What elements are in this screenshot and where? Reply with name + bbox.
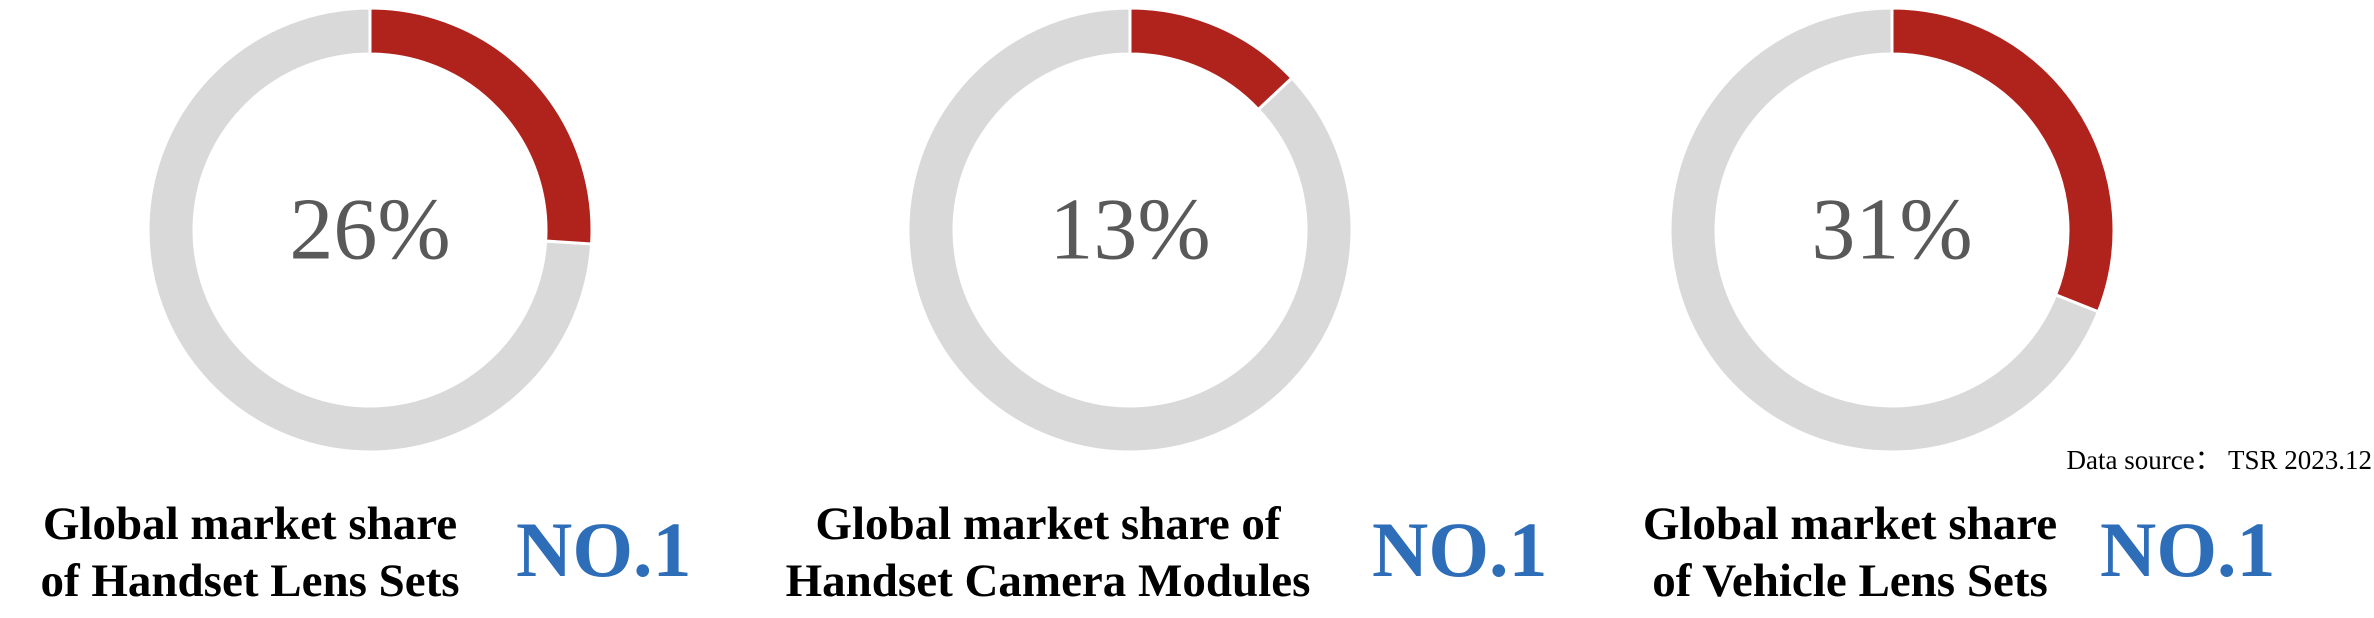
rank-label: NO.1 — [516, 506, 692, 593]
donut-share-slice — [1128, 6, 1294, 112]
caption-line: Global market share — [42, 498, 458, 550]
donut-remainder-slice — [906, 6, 1354, 454]
share-percent-label: 31% — [1811, 182, 1972, 279]
rank-label: NO.1 — [1372, 506, 1548, 593]
share-percent-label: 26% — [289, 182, 450, 279]
caption-line: of Vehicle Lens Sets — [1652, 555, 2048, 607]
donut-chart-handset-camera-modules: 13% — [906, 6, 1354, 454]
chart-caption: Global market share of Handset Lens Sets — [20, 496, 480, 610]
donut-chart-handset-lens-sets: 26% — [146, 6, 594, 454]
donut-remainder-slice — [1668, 6, 2101, 454]
donut-share-slice — [1890, 6, 2116, 314]
caption-line: Global market share of — [815, 498, 1281, 550]
chart-caption: Global market share of Vehicle Lens Sets — [1620, 496, 2080, 610]
donut-share-slice — [368, 6, 594, 246]
share-percent-label: 13% — [1049, 182, 1210, 279]
caption-line: Global market share — [1642, 498, 2058, 550]
data-source-note: Data source： TSR 2023.12 — [2066, 445, 2372, 475]
caption-line: Handset Camera Modules — [785, 555, 1311, 607]
donut-chart-vehicle-lens-sets: 31% — [1668, 6, 2116, 454]
chart-caption: Global market share of Handset Camera Mo… — [763, 496, 1333, 610]
rank-label: NO.1 — [2100, 506, 2276, 593]
donut-remainder-slice — [146, 6, 594, 454]
caption-line: of Handset Lens Sets — [40, 555, 460, 607]
